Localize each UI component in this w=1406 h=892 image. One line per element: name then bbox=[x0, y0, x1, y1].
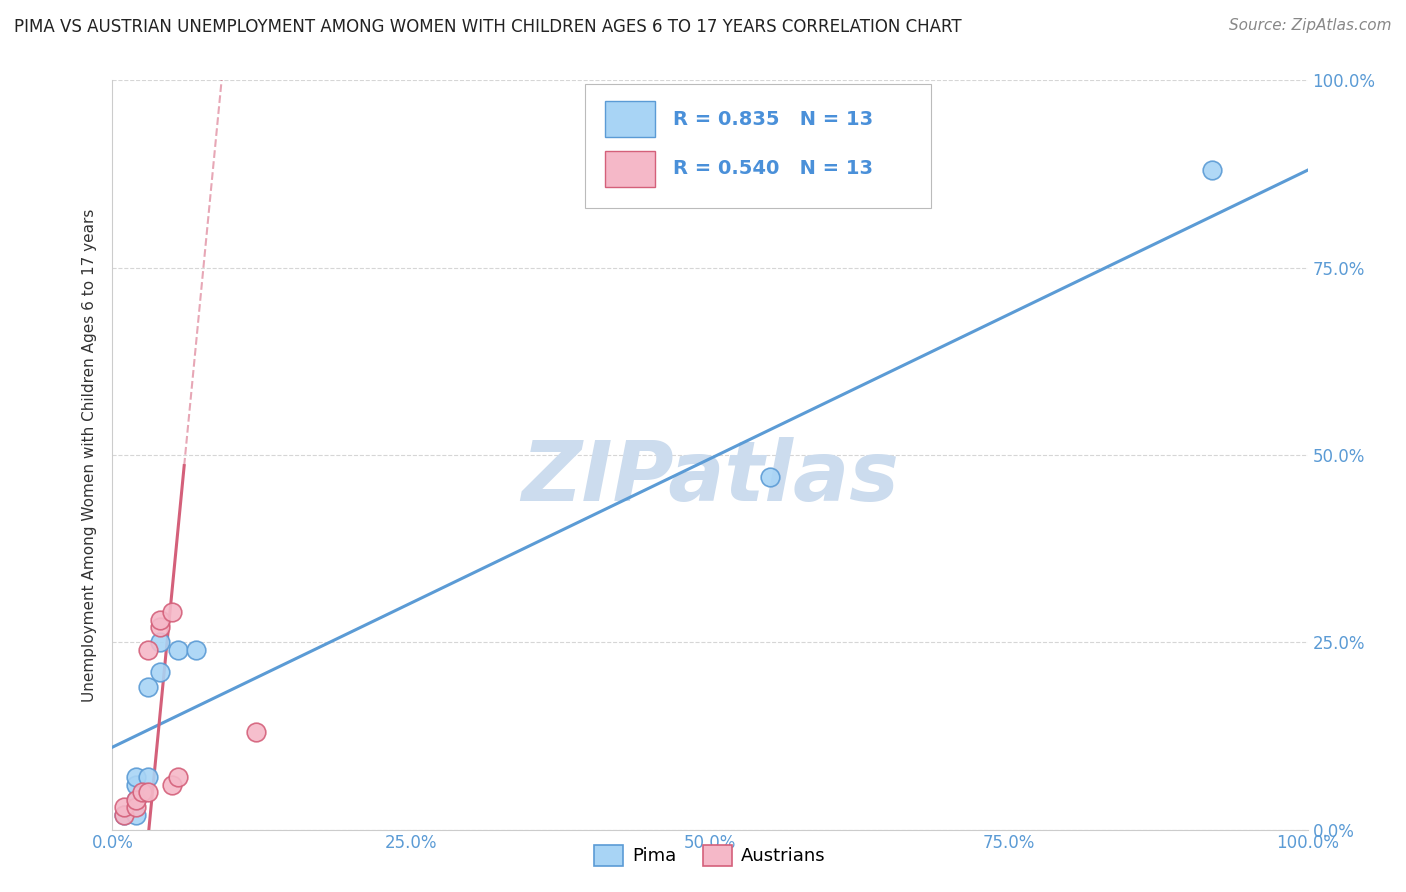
Point bbox=[114, 807, 135, 822]
Point bbox=[138, 642, 160, 657]
Text: PIMA VS AUSTRIAN UNEMPLOYMENT AMONG WOMEN WITH CHILDREN AGES 6 TO 17 YEARS CORRE: PIMA VS AUSTRIAN UNEMPLOYMENT AMONG WOME… bbox=[14, 18, 962, 36]
Point bbox=[149, 613, 172, 627]
Point bbox=[125, 800, 148, 814]
Point bbox=[167, 642, 190, 657]
FancyBboxPatch shape bbox=[605, 102, 655, 137]
Point bbox=[162, 778, 183, 792]
FancyBboxPatch shape bbox=[585, 84, 931, 208]
Point bbox=[149, 665, 172, 680]
Point bbox=[125, 778, 148, 792]
Point bbox=[125, 792, 148, 806]
Text: R = 0.835   N = 13: R = 0.835 N = 13 bbox=[673, 110, 873, 128]
Text: Source: ZipAtlas.com: Source: ZipAtlas.com bbox=[1229, 18, 1392, 33]
Point bbox=[149, 635, 172, 649]
Point bbox=[125, 770, 148, 784]
Point bbox=[167, 770, 190, 784]
Point bbox=[138, 770, 160, 784]
Point bbox=[1201, 163, 1223, 178]
Point bbox=[138, 785, 160, 799]
Legend: Pima, Austrians: Pima, Austrians bbox=[586, 838, 834, 873]
Point bbox=[162, 605, 183, 619]
Point bbox=[245, 725, 267, 739]
Y-axis label: Unemployment Among Women with Children Ages 6 to 17 years: Unemployment Among Women with Children A… bbox=[82, 208, 97, 702]
Point bbox=[125, 792, 148, 806]
Point bbox=[131, 785, 153, 799]
Point bbox=[114, 800, 135, 814]
Point bbox=[125, 807, 148, 822]
Point bbox=[114, 807, 135, 822]
Point bbox=[138, 680, 160, 694]
Text: ZIPatlas: ZIPatlas bbox=[522, 437, 898, 518]
Text: R = 0.540   N = 13: R = 0.540 N = 13 bbox=[673, 159, 873, 178]
Point bbox=[149, 620, 172, 634]
FancyBboxPatch shape bbox=[605, 151, 655, 186]
Point bbox=[186, 642, 208, 657]
Point bbox=[759, 470, 782, 484]
